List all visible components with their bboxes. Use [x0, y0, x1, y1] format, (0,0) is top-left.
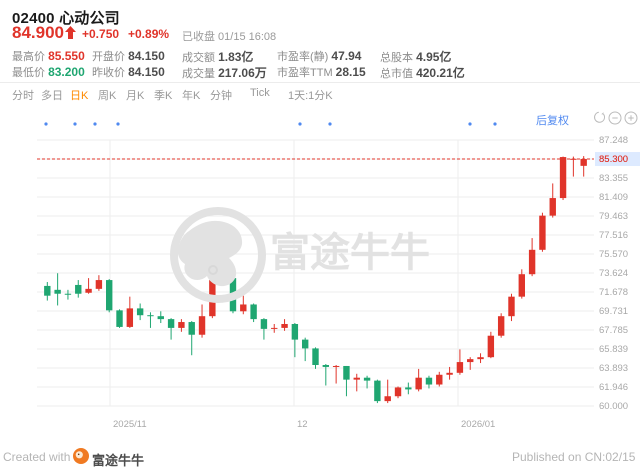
svg-text:60.000: 60.000 — [599, 401, 628, 412]
svg-text:61.946: 61.946 — [599, 382, 628, 393]
svg-text:85.300: 85.300 — [599, 154, 628, 165]
svg-text:73.624: 73.624 — [599, 268, 628, 279]
svg-text:富途牛牛: 富途牛牛 — [270, 230, 430, 275]
svg-text:2025/11: 2025/11 — [113, 419, 147, 430]
svg-text:2026/01: 2026/01 — [461, 419, 495, 430]
svg-text:63.893: 63.893 — [599, 363, 628, 374]
svg-text:75.570: 75.570 — [599, 249, 628, 260]
svg-text:77.516: 77.516 — [599, 230, 628, 241]
svg-text:81.409: 81.409 — [599, 192, 628, 203]
svg-text:83.355: 83.355 — [599, 173, 628, 184]
svg-text:67.785: 67.785 — [599, 325, 628, 336]
svg-text:71.678: 71.678 — [599, 287, 628, 298]
svg-text:65.839: 65.839 — [599, 344, 628, 355]
svg-text:69.731: 69.731 — [599, 306, 628, 317]
svg-text:12: 12 — [297, 419, 308, 430]
svg-text:87.248: 87.248 — [599, 135, 628, 146]
svg-text:79.463: 79.463 — [599, 211, 628, 222]
